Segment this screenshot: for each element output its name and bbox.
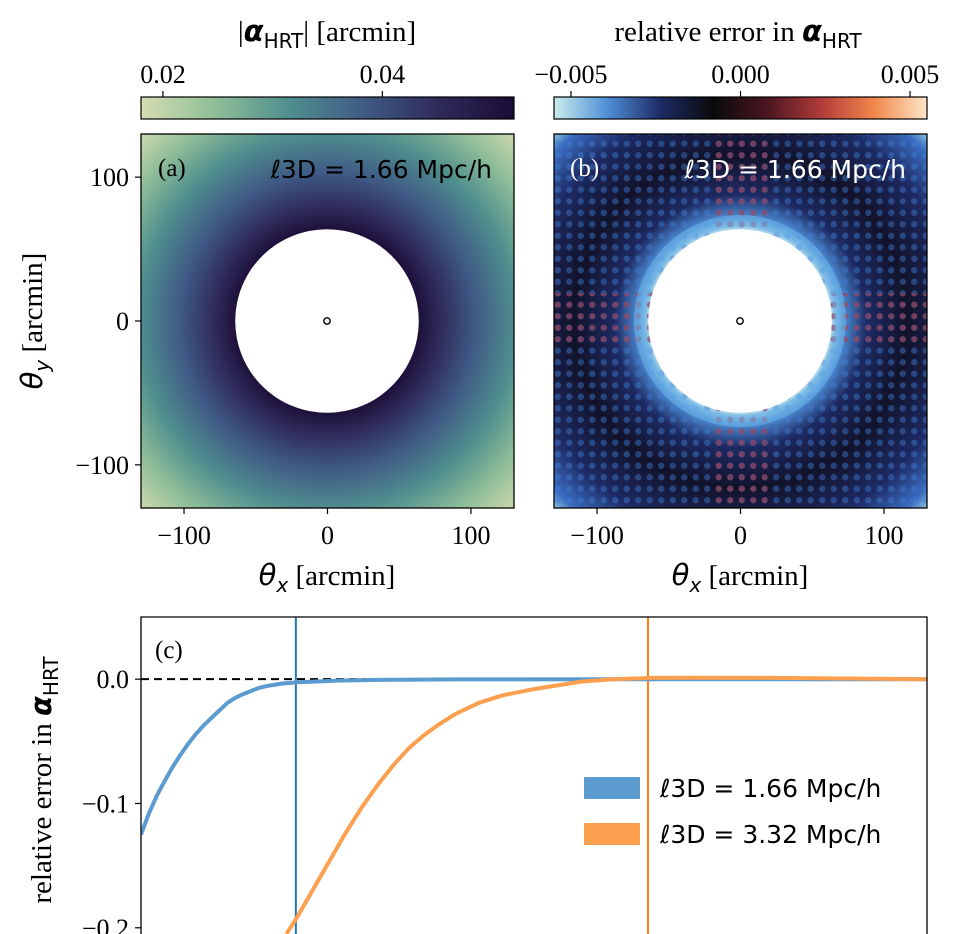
panel-a-ylabel: θy [arcmin] (15, 253, 54, 390)
panel-b-mask-edge-glow (634, 215, 846, 427)
y-tick-label: 100 (90, 163, 129, 192)
panel-c-frame (140, 616, 928, 934)
panel-a-label: (a) (158, 155, 186, 182)
panel-c-axes: 0.0 −0.1 −0.2 (82, 665, 141, 934)
legend-swatch (584, 777, 640, 799)
panel-a-annotation: ℓ3D = 1.66 Mpc/h (270, 155, 492, 184)
panel-b-label: (b) (570, 155, 599, 182)
colorbar-b-label: relative error in αHRT (614, 14, 862, 53)
x-tick-label: 0 (734, 521, 747, 550)
panel-c: (c) 0.0 −0.1 −0.2 relative error in αHRT ℓ… (24, 616, 928, 934)
panel-c-ylabel: relative error in αHRT (24, 656, 63, 904)
y-tick-label: 0 (116, 307, 129, 336)
x-tick-label: 100 (864, 521, 903, 550)
panel-a-axes: −100 0 100 100 0 −100 (75, 163, 490, 550)
colorbar-tick-label: 0.04 (360, 60, 406, 89)
legend-label: ℓ3D = 3.32 Mpc/h (659, 820, 881, 849)
colorbar-tick-label: 0.02 (140, 60, 186, 89)
panel-b-annotation: ℓ3D = 1.66 Mpc/h (684, 155, 906, 184)
series-line (141, 677, 927, 836)
x-tick-label: −100 (570, 521, 624, 550)
panel-a-masked-region (235, 229, 419, 413)
x-tick-label: 100 (451, 521, 490, 550)
colorbar-b-ticks: −0.005 0.000 0.005 (534, 60, 939, 97)
y-tick-label: 0.0 (97, 665, 130, 694)
series-line (284, 675, 927, 934)
panel-b: (b) ℓ3D = 1.66 Mpc/h −100 0 100 (553, 133, 928, 550)
colorbar-a-ticks: 0.02 0.04 (140, 60, 405, 97)
panel-a-xlabel: θx [arcmin] (259, 558, 396, 597)
colorbar-tick-label: 0.005 (881, 60, 940, 89)
y-tick-label: −0.2 (82, 914, 129, 934)
y-tick-label: −0.1 (82, 789, 129, 818)
x-tick-label: 0 (321, 521, 334, 550)
colorbar-b (553, 96, 928, 120)
panel-a-center-marker (323, 317, 331, 325)
panel-c-series (141, 675, 927, 934)
panel-b-xlabel: θx [arcmin] (672, 558, 809, 597)
colorbar-a (140, 96, 515, 120)
panel-b-center-marker (736, 317, 744, 325)
colorbar-tick-label: −0.005 (534, 60, 607, 89)
colorbar-a-label: |αHRT| [arcmin] (238, 14, 416, 53)
panel-c-legend: ℓ3D = 1.66 Mpc/h ℓ3D = 3.32 Mpc/h (584, 774, 881, 849)
panel-a: (a) ℓ3D = 1.66 Mpc/h −100 0 100 100 0 −100 (75, 133, 515, 550)
y-tick-label: −100 (75, 451, 129, 480)
legend-label: ℓ3D = 1.66 Mpc/h (659, 774, 881, 803)
panel-c-vlines (294, 617, 649, 934)
panel-b-axes: −100 0 100 (570, 508, 903, 550)
panel-c-label: (c) (155, 637, 183, 664)
x-tick-label: −100 (157, 521, 211, 550)
legend-swatch (584, 823, 640, 845)
colorbar-tick-label: 0.000 (711, 60, 770, 89)
panel-b-masked-region (648, 229, 832, 413)
